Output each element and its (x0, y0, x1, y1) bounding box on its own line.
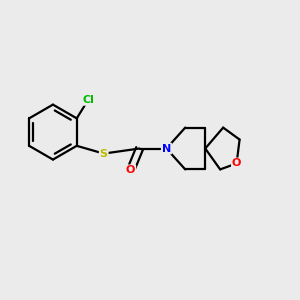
Text: Cl: Cl (82, 95, 94, 105)
Text: S: S (100, 148, 108, 159)
Text: O: O (232, 158, 241, 168)
Text: N: N (162, 143, 171, 154)
Text: O: O (126, 165, 135, 175)
